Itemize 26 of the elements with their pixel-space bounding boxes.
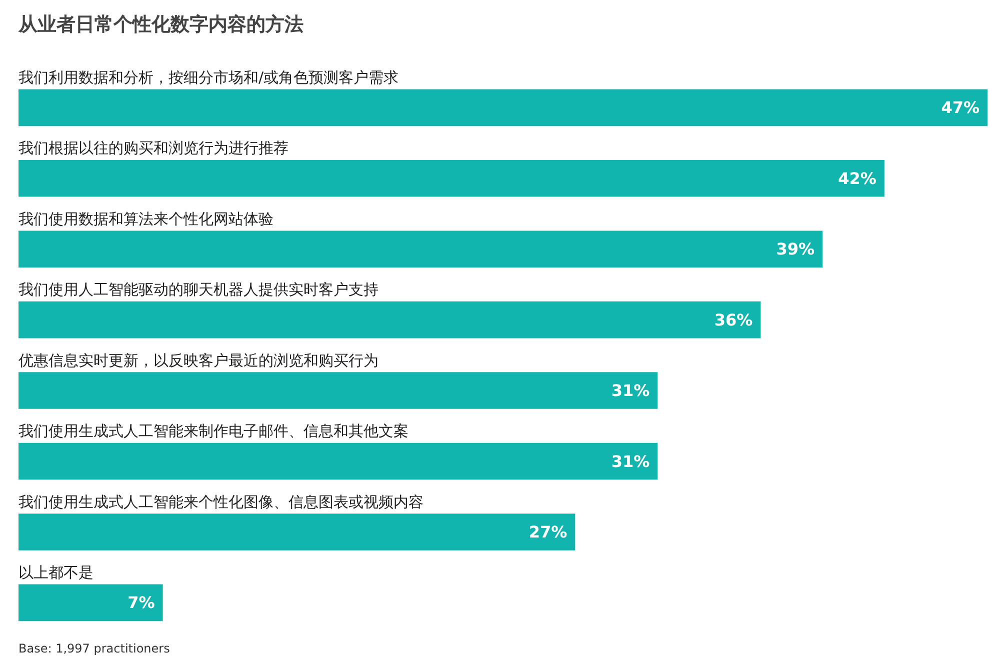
y-tick-label: 我们使用人工智能驱动的聊天机器人提供实时客户支持 <box>18 280 378 299</box>
bar <box>18 442 658 480</box>
data-label: 39% <box>776 240 815 259</box>
bar <box>18 89 988 126</box>
chart-title: 从业者日常个性化数字内容的方法 <box>18 14 304 36</box>
data-label: 31% <box>611 381 650 400</box>
text: Base: 1,997 practitioners <box>18 642 170 656</box>
data-label: 42% <box>838 168 876 188</box>
bar <box>18 584 163 622</box>
data-label: 36% <box>714 310 753 330</box>
y-tick-label: 我们使用生成式人工智能来制作电子邮件、信息和其他文案 <box>18 422 408 440</box>
y-tick-label: 优惠信息实时更新，以反映客户最近的浏览和购买行为 <box>18 351 378 370</box>
data-label: 31% <box>611 452 650 471</box>
y-tick-label: 我们使用数据和算法来个性化网站体验 <box>18 210 274 228</box>
bar <box>18 301 761 338</box>
data-label: 27% <box>528 522 568 542</box>
bar <box>18 372 658 409</box>
bar <box>18 514 576 550</box>
bar <box>18 160 884 197</box>
data-label: 47% <box>941 98 980 118</box>
data-label: 7% <box>128 593 155 612</box>
y-tick-label: 我们根据以往的购买和浏览行为进行推荐 <box>18 139 288 158</box>
y-tick-label: 以上都不是 <box>18 563 94 582</box>
y-tick-label: 我们使用生成式人工智能来个性化图像、信息图表或视频内容 <box>18 492 424 511</box>
y-tick-label: 我们利用数据和分析，按细分市场和/或角色预测客户需求 <box>18 68 399 86</box>
bar <box>18 230 823 268</box>
